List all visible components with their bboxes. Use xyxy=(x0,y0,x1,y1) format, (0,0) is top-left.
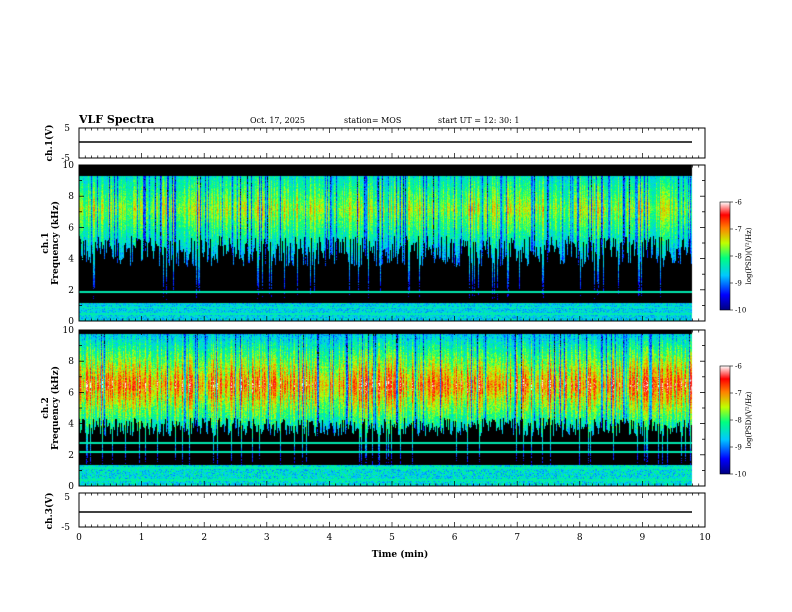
figure-title: VLF Spectra xyxy=(78,113,154,126)
x-tick-label: 4 xyxy=(327,533,333,543)
ch1-colorbar-label: log(PSD)(V²/Hz) xyxy=(745,227,753,284)
ch1-waveform-ylabel: ch.1(V) xyxy=(44,125,55,162)
ch1-spectrogram-ylabel-channel: ch.1 xyxy=(41,232,51,253)
ch3-ytick-bottom: -5 xyxy=(61,523,70,533)
ch3-waveform-panel: 5 -5 ch.3(V) 0 1 2 3 4 5 6 7 8 9 10 Time (min) xyxy=(44,128,711,560)
ch2-spectrogram-ytick-label: 6 xyxy=(68,388,74,398)
ch2-colorbar-tick-label: -8 xyxy=(735,417,742,425)
ch2-colorbar-tick-label: -9 xyxy=(735,444,742,452)
ch2-spectrogram-ylabel-frequency: Frequency (kHz) xyxy=(50,366,61,450)
header-station: station= MOS xyxy=(344,116,401,125)
ch2-colorbar-gradient xyxy=(720,366,730,474)
ch1-colorbar-gradient xyxy=(720,202,730,310)
x-axis-label: Time (min) xyxy=(372,549,429,560)
x-tick-label: 1 xyxy=(139,533,145,543)
ch1-spectrogram-ytick-label: 10 xyxy=(63,161,75,171)
ch3-waveform-frame xyxy=(78,492,706,528)
ch2-colorbar-tick-label: -10 xyxy=(735,471,746,479)
x-tick-label: 9 xyxy=(640,533,646,543)
ch1-spectrogram-ylabel-frequency: Frequency (kHz) xyxy=(50,201,61,285)
ch2-spectrogram-ytick-label: 2 xyxy=(68,451,74,461)
ch1-spectrogram-image xyxy=(79,165,705,321)
x-tick-label: 10 xyxy=(699,533,711,543)
ch2-colorbar-tick-label: -7 xyxy=(735,390,742,398)
x-tick-label: 2 xyxy=(201,533,207,543)
ch2-colorbar-tick-label: -6 xyxy=(735,363,742,371)
ch1-spectrogram-ytick-label: 2 xyxy=(68,286,74,296)
ch2-spectrogram-image xyxy=(79,330,705,486)
ch3-ytick-top: 5 xyxy=(64,493,70,503)
ch1-spectrogram-ytick-label: 0 xyxy=(68,317,74,327)
ch1-spectrogram-ytick-label: 6 xyxy=(68,223,74,233)
ch2-spectrogram-ytick-label: 0 xyxy=(68,482,74,492)
header-start-time: start UT = 12: 30: 1 xyxy=(438,116,519,125)
ch2-colorbar-label: log(PSD)(V²/Hz) xyxy=(745,391,753,448)
ch1-colorbar-tick-label: -6 xyxy=(735,199,742,207)
header-date: Oct. 17, 2025 xyxy=(250,116,305,125)
ch2-spectrogram-panel: 0 2 4 6 8 10 ch.2 Frequency (kHz) xyxy=(41,326,706,492)
x-tick-label: 6 xyxy=(452,533,458,543)
ch1-spectrogram-ytick-label: 4 xyxy=(68,255,74,265)
ch2-spectrogram-ytick-label: 8 xyxy=(68,357,74,367)
ch2-spectrogram-ylabel-channel: ch.2 xyxy=(41,397,51,418)
ch1-ytick-top: 5 xyxy=(64,124,70,134)
ch1-waveform-panel: 5 -5 ch.1(V) xyxy=(44,124,706,164)
x-tick-label: 3 xyxy=(264,533,270,543)
ch1-ytick-bottom: -5 xyxy=(61,154,70,164)
x-tick-label: 7 xyxy=(514,533,520,543)
ch2-colorbar: -6 -7 -8 -9 -10 log(PSD)(V²/Hz) xyxy=(719,363,753,479)
ch1-colorbar-tick-label: -7 xyxy=(735,226,742,234)
ch3-waveform-ylabel: ch.3(V) xyxy=(44,493,55,530)
ch1-colorbar: -6 -7 -8 -9 -10 log(PSD)(V²/Hz) xyxy=(719,199,753,315)
ch1-spectrogram-ytick-label: 8 xyxy=(68,192,74,202)
ch2-spectrogram-ytick-label: 4 xyxy=(68,420,74,430)
ch1-colorbar-tick-label: -9 xyxy=(735,280,742,288)
ch1-colorbar-tick-label: -8 xyxy=(735,253,742,261)
x-tick-label: 8 xyxy=(577,533,583,543)
x-tick-label: 5 xyxy=(389,533,395,543)
ch1-colorbar-tick-label: -10 xyxy=(735,307,746,315)
x-tick-label: 0 xyxy=(76,533,82,543)
ch1-spectrogram-panel: 0 2 4 6 8 10 ch.1 Frequency (kHz) xyxy=(41,161,706,327)
ch2-spectrogram-ytick-label: 10 xyxy=(63,326,75,336)
